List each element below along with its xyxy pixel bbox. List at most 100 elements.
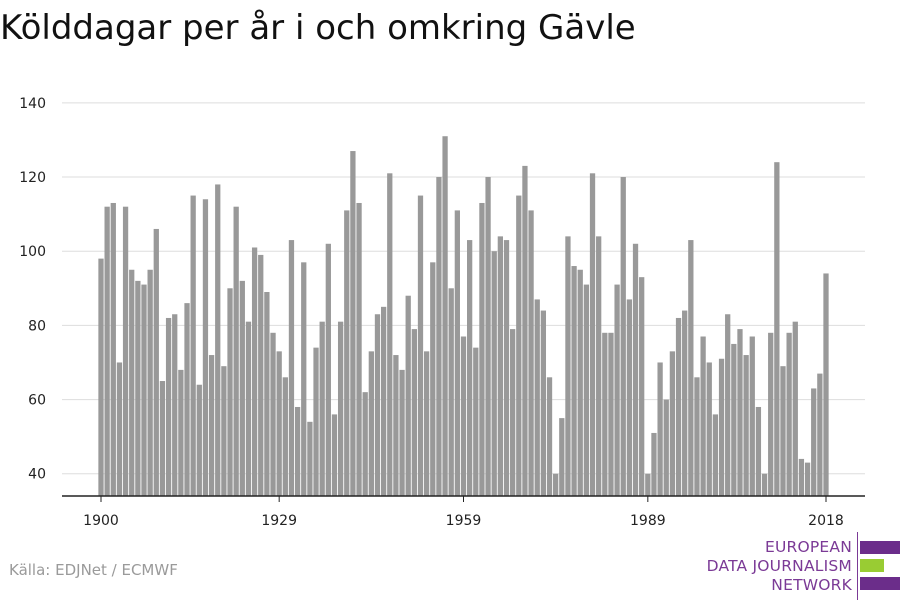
x-tick-label-2018: 2018 [808, 513, 844, 529]
bar-1984 [614, 284, 620, 496]
bar-2012 [786, 332, 792, 496]
bar-1956 [442, 136, 448, 496]
bar-1964 [491, 251, 497, 496]
bar-1983 [608, 332, 614, 496]
y-tick-label-140: 140 [19, 96, 46, 112]
bar-1951 [411, 329, 417, 496]
bar-1996 [688, 240, 694, 496]
bar-1912 [172, 314, 178, 496]
bar-1916 [196, 384, 202, 496]
bar-1988 [639, 277, 645, 496]
bar-1979 [583, 284, 590, 496]
x-tick-label-1900: 1900 [83, 513, 119, 529]
bar-2002 [725, 314, 731, 496]
bar-1961 [473, 347, 479, 496]
bar-1940 [344, 210, 350, 496]
bar-1987 [632, 243, 639, 496]
bar-1902 [110, 202, 116, 497]
bar-1909 [153, 228, 159, 496]
y-tick-label-60: 60 [28, 393, 46, 409]
bar-1978 [577, 269, 583, 496]
bar-1975 [559, 418, 565, 496]
bar-1920 [221, 366, 227, 496]
x-tick-label-1989: 1989 [630, 513, 666, 529]
bar-1947 [387, 173, 393, 496]
y-axis-ticks: 40 60 80 100 120 140 [19, 96, 46, 483]
bar-2008 [761, 473, 768, 496]
bar-1921 [227, 288, 233, 496]
bar-1954 [430, 262, 436, 496]
bar-2004 [737, 329, 743, 496]
bar-1935 [313, 347, 319, 496]
bar-1913 [178, 369, 184, 496]
bar-2001 [718, 358, 725, 496]
bar-1966 [503, 240, 510, 496]
bar-1943 [362, 392, 368, 496]
bar-1960 [467, 240, 473, 496]
bar-1969 [522, 165, 528, 496]
bar-1900 [98, 258, 104, 496]
bar-1942 [356, 202, 362, 497]
bar-1927 [264, 292, 270, 496]
bar-1997 [694, 377, 700, 496]
bar-2006 [749, 336, 755, 496]
logo-text: EUROPEAN DATA JOURNALISM NETWORK [707, 538, 852, 595]
edjnet-logo: EUROPEAN DATA JOURNALISM NETWORK [700, 532, 900, 600]
bar-1986 [626, 299, 633, 496]
bar-1915 [190, 195, 196, 496]
logo-line-1: EUROPEAN [764, 538, 852, 556]
bar-1958 [454, 210, 460, 496]
bar-1939 [337, 321, 344, 496]
y-tick-label-40: 40 [28, 467, 46, 483]
logo-divider [857, 532, 858, 600]
logo-bar-bottom [860, 577, 900, 590]
bar-1948 [393, 355, 399, 496]
bar-1998 [700, 336, 706, 496]
bar-1970 [528, 210, 534, 496]
x-axis-ticks: 1900 1929 1959 1989 2018 [83, 496, 844, 529]
bar-1922 [233, 206, 239, 496]
bar-1991 [657, 362, 663, 496]
bar-1945 [374, 314, 381, 496]
bar-1946 [380, 306, 387, 496]
bars [98, 136, 829, 497]
logo-line-3: NETWORK [771, 576, 852, 594]
bar-1995 [682, 310, 688, 496]
bar-1904 [122, 206, 129, 496]
bar-1929 [276, 351, 282, 496]
bar-1994 [675, 317, 682, 496]
logo-line-2: DATA JOURNALISM [706, 557, 852, 575]
bar-1938 [331, 414, 338, 496]
bar-1982 [602, 332, 608, 496]
bar-2005 [743, 355, 749, 496]
bar-1910 [159, 381, 166, 496]
bar-1968 [516, 195, 522, 496]
bar-1989 [645, 473, 651, 496]
bar-1931 [288, 240, 295, 496]
y-tick-label-80: 80 [28, 318, 46, 334]
bar-2018 [823, 273, 829, 496]
bar-1962 [479, 202, 485, 497]
bar-2009 [768, 332, 774, 496]
bar-1933 [301, 262, 307, 496]
bar-1917 [202, 199, 209, 496]
bar-1950 [405, 295, 411, 496]
bar-1993 [669, 351, 676, 496]
bar-1918 [208, 355, 215, 496]
bar-1963 [485, 177, 491, 496]
bar-1924 [245, 321, 252, 496]
bar-1974 [553, 473, 559, 496]
bar-1957 [448, 288, 454, 496]
logo-bar-middle [860, 559, 884, 572]
bar-1980 [589, 173, 596, 496]
bar-2017 [817, 373, 823, 496]
x-tick-label-1959: 1959 [446, 513, 482, 529]
x-tick-label-1929: 1929 [261, 513, 297, 529]
bar-2016 [811, 388, 817, 496]
bar-1934 [307, 421, 313, 496]
bar-1965 [497, 236, 503, 497]
bar-1981 [596, 236, 602, 497]
bar-1976 [565, 236, 571, 497]
y-tick-label-120: 120 [19, 170, 46, 186]
